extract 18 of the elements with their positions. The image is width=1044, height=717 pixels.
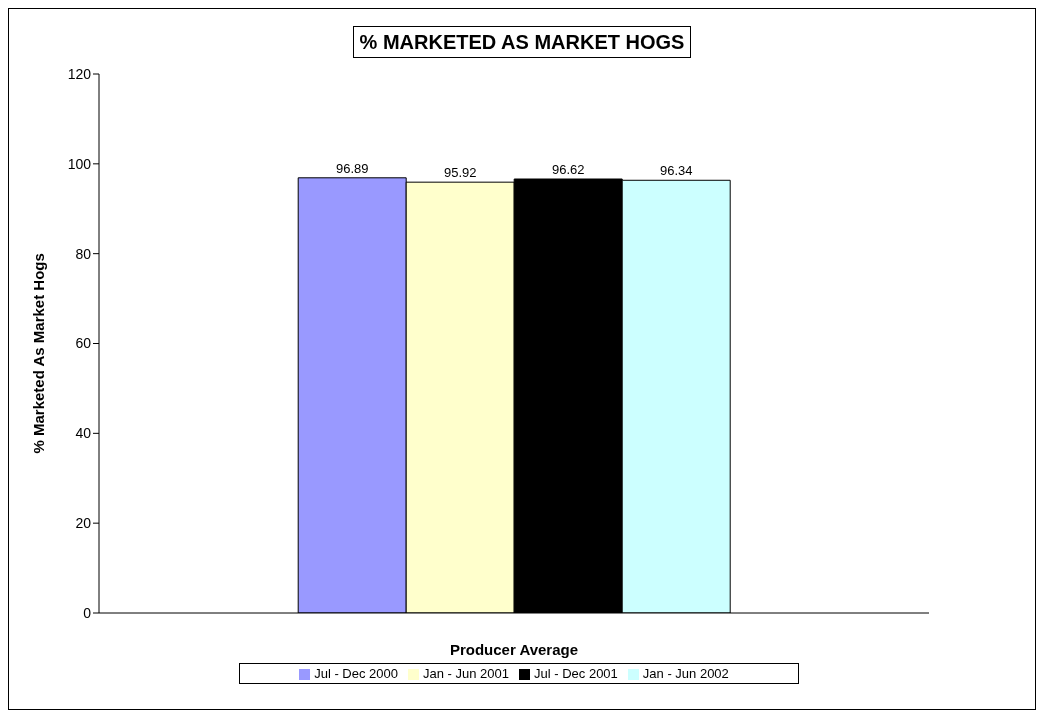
y-tick-label: 80 (75, 245, 92, 262)
y-tick-label: 0 (83, 604, 92, 621)
y-tick-label: 20 (75, 515, 92, 532)
legend-label: Jul - Dec 2001 (534, 666, 618, 681)
y-tick-label: 100 (67, 155, 92, 172)
chart-title: % MARKETED AS MARKET HOGS (352, 26, 692, 58)
y-tick-label: 60 (75, 335, 92, 352)
data-label: 95.92 (443, 165, 477, 181)
y-tick-label: 120 (67, 65, 92, 82)
legend-label: Jan - Jun 2001 (422, 666, 509, 681)
legend-label: Jul - Dec 2000 (314, 666, 398, 681)
data-label: 96.89 (335, 160, 369, 176)
legend-label: Jan - Jun 2002 (642, 666, 729, 681)
y-axis-title: % Marketed As Market Hogs (30, 253, 48, 454)
y-tick-label: 40 (75, 425, 92, 442)
data-label: 96.62 (551, 162, 585, 178)
x-axis-title: Producer Average (449, 641, 579, 658)
data-label: 96.34 (659, 163, 693, 179)
